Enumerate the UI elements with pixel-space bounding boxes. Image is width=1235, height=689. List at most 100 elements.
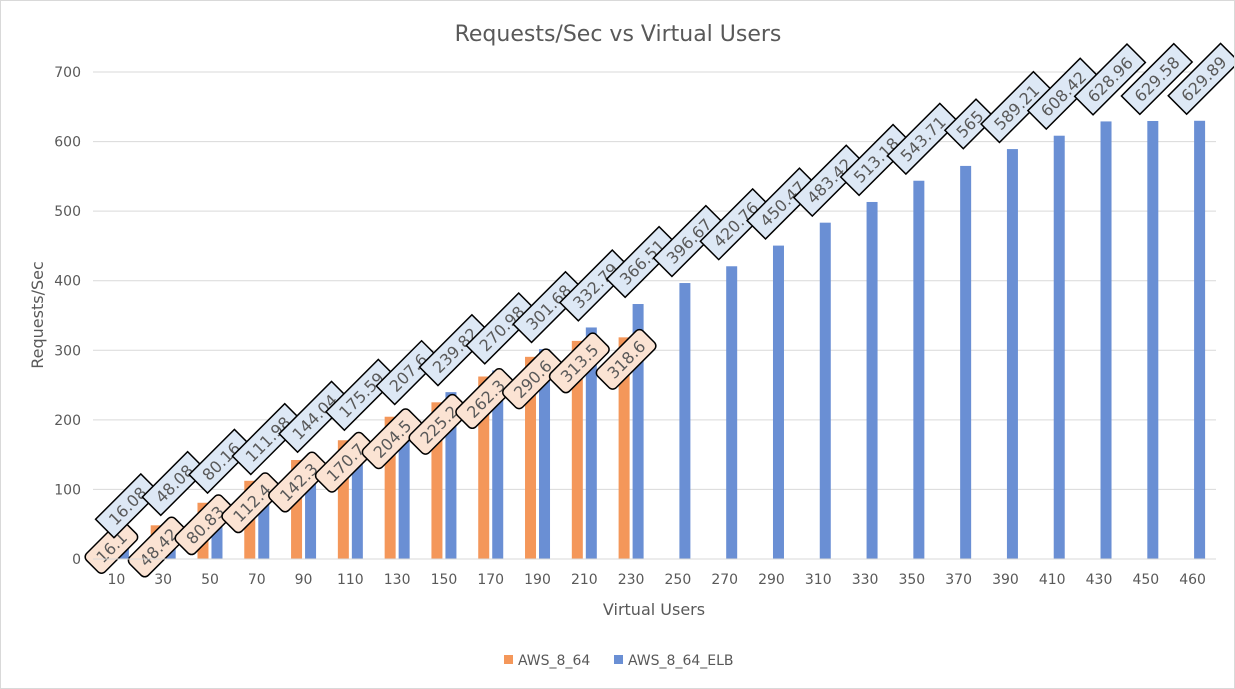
x-tick-label: 250	[665, 572, 692, 588]
data-label-box	[418, 313, 492, 387]
x-tick-label: 290	[758, 572, 785, 588]
x-tick-label: 390	[992, 572, 1019, 588]
x-tick-label: 350	[898, 572, 925, 588]
bar-aws-8-64-elb	[585, 327, 597, 559]
data-label-box	[1026, 57, 1100, 131]
data-label-box	[141, 450, 208, 517]
bar-aws-8-64-elb	[632, 304, 644, 559]
data-label-box	[324, 358, 398, 432]
data-label: 48.42	[127, 516, 189, 578]
y-tick-label: 200	[54, 413, 81, 429]
bar-aws-8-64-elb	[305, 458, 317, 559]
x-tick-label: 30	[154, 572, 172, 588]
bar-aws-8-64-elb	[351, 436, 363, 559]
legend-swatch	[504, 655, 513, 664]
data-label-box	[174, 494, 236, 556]
y-tick-label: 700	[54, 65, 81, 81]
data-label-box	[792, 144, 866, 218]
y-tick-label: 400	[54, 274, 81, 290]
x-tick-label: 270	[711, 572, 738, 588]
data-label: 565	[943, 98, 996, 150]
legend-label: AWS_8_64_ELB	[628, 653, 734, 669]
data-label-box	[512, 270, 585, 344]
y-tick-label: 0	[72, 552, 81, 568]
x-tick-label: 50	[201, 572, 219, 588]
x-tick-label: 450	[1132, 572, 1159, 588]
x-tick-label: 230	[618, 572, 645, 588]
bar-aws-8-64-elb	[398, 414, 410, 559]
bar-aws-8-64-elb	[1147, 120, 1159, 560]
bar-aws-8-64-elb	[258, 481, 270, 559]
legend: AWS_8_64 AWS_8_64_ELB	[504, 653, 734, 669]
bar-aws-8-64-elb	[1053, 135, 1065, 560]
data-label-box	[455, 368, 517, 430]
legend-swatch	[614, 655, 623, 664]
data-label-box	[502, 348, 564, 410]
bar-aws-8-64	[525, 356, 537, 559]
bar-aws-8-64-elb	[960, 165, 972, 559]
bar-aws-8-64	[618, 337, 630, 559]
x-tick-label: 10	[107, 572, 125, 588]
x-axis-title: Virtual Users	[603, 600, 705, 619]
x-tick-label: 410	[1039, 572, 1066, 588]
data-label-box	[221, 472, 283, 534]
data-label-box	[652, 204, 726, 278]
bar-aws-8-64-elb	[819, 222, 831, 559]
bar-aws-8-64-elb	[1100, 121, 1112, 559]
x-tick-label: 330	[852, 572, 879, 588]
x-tick-label: 430	[1086, 572, 1113, 588]
bar-aws-8-64-elb	[445, 392, 457, 559]
y-tick-label: 600	[54, 135, 81, 151]
data-label-box	[1073, 43, 1147, 116]
bar-aws-8-64-elb	[1194, 120, 1206, 560]
bar-aws-8-64-elb	[866, 201, 878, 560]
data-label-box	[595, 328, 657, 390]
data-label-box	[1120, 42, 1194, 116]
y-tick-label: 500	[54, 204, 81, 220]
y-tick-label: 300	[54, 343, 81, 359]
data-label: 48.08	[141, 450, 208, 517]
data-label-box	[314, 431, 376, 493]
data-label-box	[699, 187, 773, 261]
data-label-box	[746, 167, 819, 241]
bar-aws-8-64-elb	[492, 370, 504, 559]
bar-aws-8-64	[571, 340, 583, 559]
data-label-box	[127, 516, 189, 578]
data-label-box	[980, 70, 1053, 144]
x-tick-label: 130	[384, 572, 411, 588]
bar-aws-8-64-elb	[539, 349, 551, 559]
data-label-box	[839, 123, 913, 197]
data-label-box	[548, 332, 610, 394]
data-label-box	[943, 98, 996, 150]
x-tick-label: 170	[477, 572, 504, 588]
data-label-box	[268, 451, 330, 513]
data-label: 80.83	[174, 494, 236, 556]
data-label-box	[188, 428, 254, 495]
data-label-box	[558, 249, 632, 322]
data-label-box	[605, 225, 679, 299]
data-label-box	[84, 520, 139, 574]
x-tick-label: 310	[805, 572, 832, 588]
bar-aws-8-64-elb	[913, 180, 925, 559]
data-label: 80.16	[188, 428, 254, 495]
data-label-box	[886, 102, 960, 176]
x-tick-label: 110	[337, 572, 364, 588]
data-label-box	[1167, 42, 1234, 116]
x-tick-label: 150	[431, 572, 458, 588]
bar-aws-8-64-elb	[679, 283, 691, 559]
x-tick-label: 70	[248, 572, 266, 588]
y-axis-title: Requests/Sec	[28, 261, 47, 369]
chart-title: Requests/Sec vs Virtual Users	[455, 22, 782, 47]
bar-aws-8-64-elb	[1006, 149, 1018, 559]
data-label-box	[278, 380, 351, 454]
x-tick-label: 370	[945, 572, 972, 588]
bar-aws-8-64	[478, 376, 490, 559]
x-tick-label: 210	[571, 572, 598, 588]
data-label-box	[361, 408, 423, 470]
bar-aws-8-64	[337, 440, 349, 559]
x-tick-label: 90	[295, 572, 313, 588]
data-label-box	[231, 402, 305, 476]
x-tick-label: 190	[524, 572, 551, 588]
